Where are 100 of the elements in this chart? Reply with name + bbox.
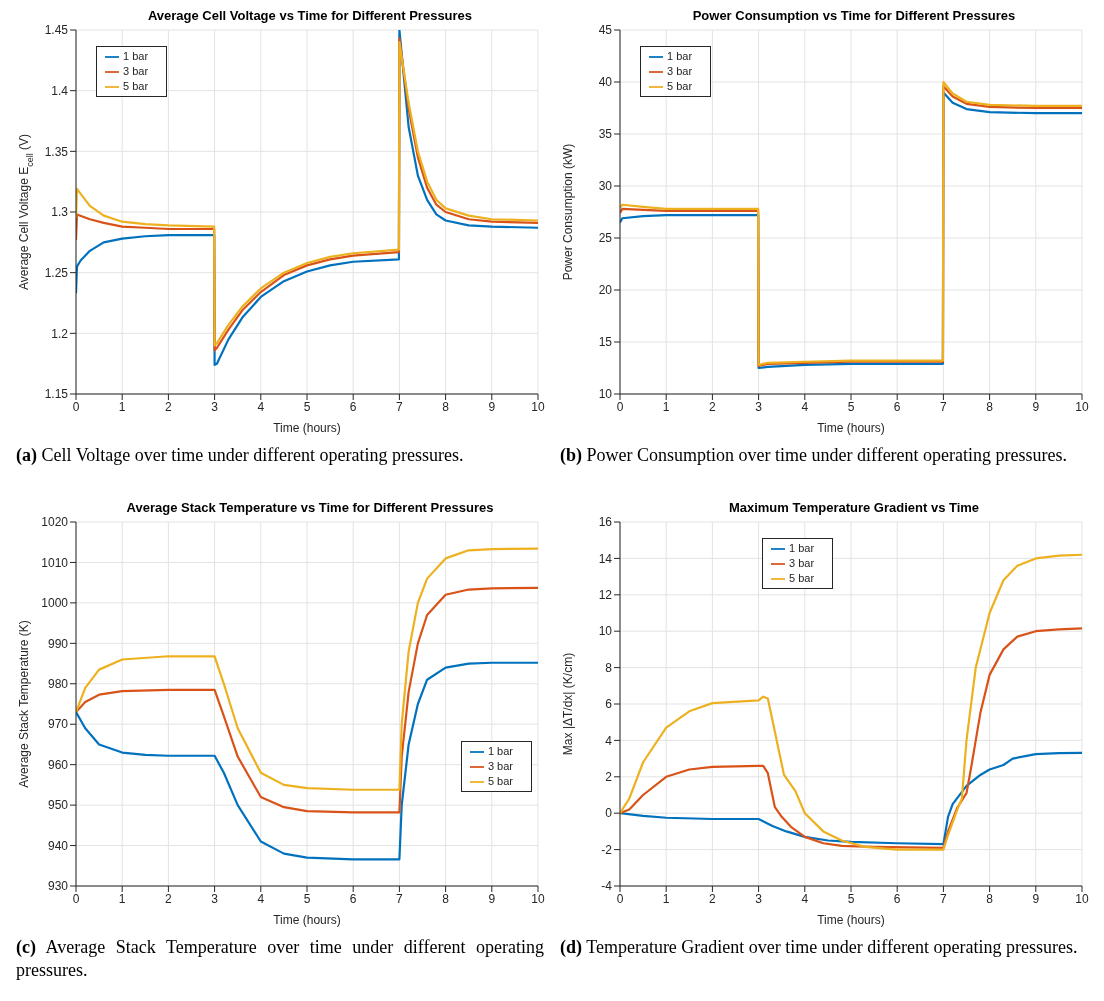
y-tick-label: 14 <box>598 551 613 566</box>
x-tick-label: 8 <box>442 891 450 906</box>
x-tick-label: 10 <box>1075 399 1089 414</box>
y-tick-label: 990 <box>47 636 69 651</box>
x-tick-label: 4 <box>801 399 809 414</box>
line-series <box>620 553 1082 851</box>
x-axis-title: Time (hours) <box>817 421 885 435</box>
x-tick-label: 1 <box>662 891 670 906</box>
x-tick-label: 4 <box>257 399 265 414</box>
x-axis-title: Time (hours) <box>273 421 341 435</box>
x-tick-label: 10 <box>531 399 545 414</box>
x-tick-label: 7 <box>396 399 404 414</box>
x-tick-label: 5 <box>303 399 311 414</box>
line-series <box>620 751 1082 846</box>
y-tick-label: 1010 <box>41 555 69 570</box>
x-tick-label: 10 <box>1075 891 1089 906</box>
x-tick-label: 7 <box>396 891 404 906</box>
x-tick-label: 3 <box>211 891 219 906</box>
line-series <box>620 627 1082 849</box>
y-tick-label: 16 <box>598 515 613 530</box>
x-tick-label: 0 <box>616 399 624 414</box>
y-tick-label: 1.35 <box>44 144 69 159</box>
y-tick-label: 1.15 <box>44 387 69 402</box>
y-tick-label: 940 <box>47 838 69 853</box>
x-tick-label: 9 <box>1032 891 1040 906</box>
text: (b) Power Consumption over time under different operating pressures. <box>560 445 1068 465</box>
y-tick-label: 930 <box>47 879 69 894</box>
legend-label: 1 bar <box>123 50 149 62</box>
y-tick-label: 1.25 <box>44 265 69 280</box>
x-tick-label: 9 <box>488 891 496 906</box>
y-tick-label: 4 <box>605 733 613 748</box>
x-tick-label: 8 <box>986 399 994 414</box>
chart-title: Maximum Temperature Gradient vs Time <box>727 500 981 516</box>
x-tick-label: 2 <box>709 891 717 906</box>
x-tick-label: 9 <box>488 399 496 414</box>
y-tick-label: 8 <box>605 660 613 675</box>
y-tick-label: 0 <box>605 806 613 821</box>
y-tick-label: 2 <box>605 770 613 785</box>
x-tick-label: 7 <box>940 399 948 414</box>
y-tick-label: 980 <box>47 677 69 692</box>
y-tick-label: 35 <box>598 127 613 142</box>
y-tick-label: 1000 <box>41 596 69 611</box>
x-tick-label: 3 <box>211 399 219 414</box>
x-tick-label: 1 <box>118 891 126 906</box>
x-tick-label: 6 <box>349 891 357 906</box>
x-tick-label: 8 <box>442 399 450 414</box>
x-tick-label: 6 <box>893 891 901 906</box>
legend-label: 1 bar <box>789 542 815 554</box>
x-tick-label: 6 <box>893 399 901 414</box>
y-tick-label: 1.3 <box>51 205 69 220</box>
legend-label: 1 bar <box>487 745 513 757</box>
x-tick-label: 0 <box>616 891 624 906</box>
x-tick-label: 3 <box>755 891 763 906</box>
y-axis-title: Max |ΔT/dx| (K/cm) <box>561 652 575 756</box>
y-tick-label: 45 <box>598 23 613 38</box>
x-tick-label: 1 <box>118 399 126 414</box>
y-tick-label: 30 <box>598 179 613 194</box>
text: (a) Cell Voltage over time under different operating pressures. <box>16 445 464 465</box>
legend-label: 3 bar <box>667 65 693 78</box>
y-tick-label: 15 <box>598 335 613 350</box>
y-tick-label: 10 <box>598 624 613 639</box>
x-tick-label: 3 <box>755 399 763 414</box>
x-tick-label: 6 <box>349 399 357 414</box>
y-tick-label: 12 <box>598 588 613 603</box>
text: (d) Temperature Gradient over time under different operating pressures. <box>560 937 1078 957</box>
legend-label: 3 bar <box>123 65 149 78</box>
x-tick-label: 5 <box>847 399 855 414</box>
x-tick-label: 4 <box>801 891 809 906</box>
legend-label: 5 bar <box>487 775 513 788</box>
legend-label: 5 bar <box>789 572 815 585</box>
chart-title: Average Stack Temperature vs Time for Different Pressures <box>125 500 495 516</box>
legend-label: 5 bar <box>123 80 149 93</box>
y-tick-label: 6 <box>605 697 613 712</box>
x-tick-label: 7 <box>940 891 948 906</box>
line-series <box>76 661 538 861</box>
chart-title: Average Cell Voltage vs Time for Different Pressures <box>146 8 474 24</box>
x-tick-label: 5 <box>303 891 311 906</box>
y-tick-label: 1.2 <box>51 326 69 341</box>
x-tick-label: 4 <box>257 891 265 906</box>
line-series <box>76 547 538 791</box>
x-tick-label: 8 <box>986 891 994 906</box>
x-tick-label: 2 <box>709 399 717 414</box>
y-tick-label: -4 <box>601 879 613 894</box>
legend-label: 5 bar <box>667 80 693 93</box>
x-axis-title: Time (hours) <box>817 913 885 927</box>
y-tick-label: 1020 <box>41 515 69 530</box>
y-tick-label: 970 <box>47 717 69 732</box>
x-tick-label: 0 <box>72 891 80 906</box>
line-series <box>76 586 538 814</box>
x-tick-label: 0 <box>72 399 80 414</box>
text: (c) Average Stack Temperature over time under different operating pressures. <box>16 937 544 980</box>
y-axis-title: Average Stack Temperature (K) <box>17 620 31 788</box>
x-tick-label: 5 <box>847 891 855 906</box>
x-tick-label: 2 <box>165 891 173 906</box>
x-tick-label: 2 <box>165 399 173 414</box>
y-tick-label: 960 <box>47 757 69 772</box>
x-axis-title: Time (hours) <box>273 913 341 927</box>
y-tick-label: 40 <box>598 75 613 90</box>
y-tick-label: 1.45 <box>44 23 69 38</box>
y-axis-title: Power Consumption (kW) <box>561 143 575 281</box>
